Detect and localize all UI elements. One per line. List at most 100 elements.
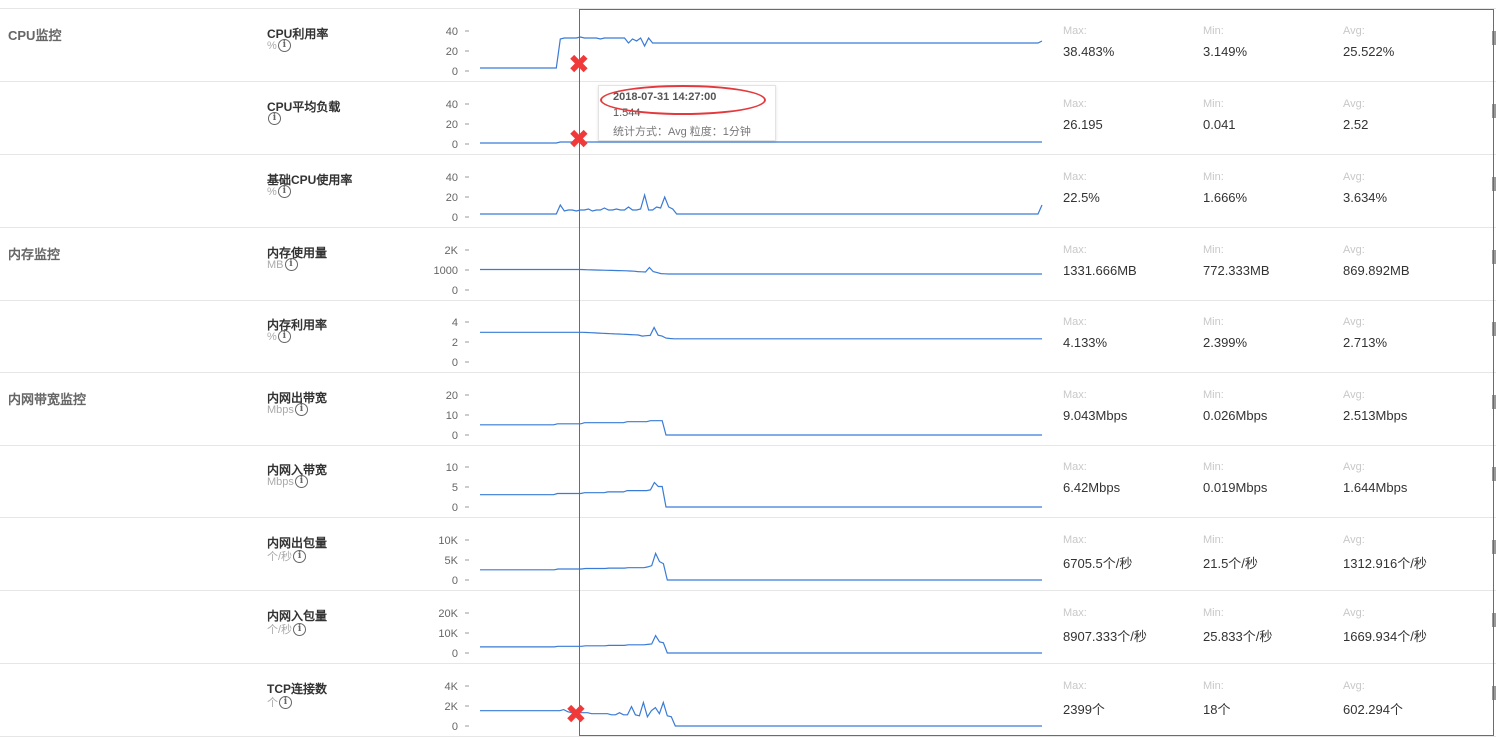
y-tick-label: 20 [446,119,458,131]
info-icon[interactable]: i [294,475,308,488]
row-handle-icon[interactable] [1492,540,1496,554]
y-tick-label: 0 [452,66,458,78]
unit-label: 个/秒 [267,551,293,563]
unit-label: % [267,185,277,198]
stat-avg-label: Avg: [1343,389,1365,401]
metric-unit: % i [267,39,291,52]
stat-max-label: Max: [1063,25,1087,37]
stat-min-label: Min: [1203,680,1224,692]
metric-chart[interactable]: 4K 2K 0 [420,664,1050,736]
row-handle-icon[interactable] [1492,104,1496,118]
stat-avg-label: Avg: [1343,534,1365,546]
row-handle-icon[interactable] [1492,31,1496,45]
info-icon[interactable]: i [277,185,291,198]
metric-name: CPU平均负载 [267,100,341,114]
stat-avg-value: 2.513Mbps [1343,408,1408,423]
stat-avg-value: 1669.934个/秒 [1343,629,1427,644]
info-icon[interactable]: i [268,112,281,125]
stat-avg-value: 3.634% [1343,190,1388,205]
stat-avg-label: Avg: [1343,244,1365,256]
unit-label: Mbps [267,475,294,488]
stat-min-label: Min: [1203,389,1224,401]
metric-chart[interactable]: 2K 1000 0 [420,228,1050,300]
y-tick-label: 2K [445,701,459,713]
stat-min-label: Min: [1203,98,1224,110]
y-tick-label: 20K [438,608,458,620]
y-tick-label: 0 [452,648,458,660]
group-title: 内网带宽监控 [8,392,87,407]
info-icon[interactable]: i [279,695,292,709]
stat-max-value: 4.133% [1063,335,1108,350]
stat-max-value: 2399个 [1063,702,1105,717]
series-line [480,36,1043,69]
chart-tooltip: 2018-07-31 14:27:00 1.544 统计方式：Avg 粒度：1分… [598,85,776,141]
metric-chart[interactable]: 20 10 0 [420,373,1050,445]
unit-label: % [267,39,277,52]
info-icon[interactable]: i [293,549,307,563]
stat-min-value: 21.5个/秒 [1203,556,1258,571]
tooltip-value: 1.544 [613,107,641,119]
stat-avg-label: Avg: [1343,98,1365,110]
unit-label: 个 [267,697,278,709]
unit-label: % [267,330,277,343]
info-icon[interactable]: i [293,622,307,636]
stat-avg-label: Avg: [1343,316,1365,328]
y-tick-label: 5 [452,482,458,494]
row-handle-icon[interactable] [1492,322,1496,336]
info-icon[interactable]: i [277,330,291,343]
y-tick-label: 10K [438,628,458,640]
stat-max-label: Max: [1063,171,1087,183]
info-icon[interactable]: i [284,258,298,271]
row-handle-icon[interactable] [1492,250,1496,264]
stat-min-value: 1.666% [1203,190,1248,205]
metric-chart[interactable]: 20K 10K 0 [420,591,1050,663]
stat-avg-value: 869.892MB [1343,263,1410,278]
metric-name: 内网入包量 [267,609,328,623]
metric-row: 内存利用率% i 4 2 0 Max: 4.133% Min: 2.399% Avg: 2.713% [0,300,1496,373]
metric-chart[interactable]: 40 20 0 [420,82,1050,154]
stat-max-label: Max: [1063,680,1087,692]
row-handle-icon[interactable] [1492,613,1496,627]
row-handle-icon[interactable] [1492,686,1496,700]
y-tick-label: 20 [446,46,458,58]
metric-unit: % i [267,185,291,198]
metric-unit: Mbps i [267,475,308,488]
stat-max-value: 8907.333个/秒 [1063,629,1147,644]
unit-label: Mbps [267,403,294,416]
stat-avg-value: 25.522% [1343,44,1395,59]
stat-min-value: 3.149% [1203,44,1248,59]
metric-chart[interactable]: 10 5 0 [420,445,1050,517]
unit-label: 个/秒 [267,624,293,636]
y-tick-label: 10 [446,462,458,474]
metric-chart[interactable]: 10K 5K 0 [420,518,1050,590]
row-handle-icon[interactable] [1492,467,1496,481]
metric-row: 内网入带宽 Mbps i 10 5 0 Max: 6.42Mbps Min: 0.019Mbps A… [0,445,1496,518]
metric-name: 内网入带宽 [267,463,328,477]
stat-min-value: 0.041 [1203,117,1236,132]
stat-min-value: 0.026Mbps [1203,408,1268,423]
metric-chart[interactable]: 40 20 0 [420,155,1050,227]
row-handle-icon[interactable] [1492,395,1496,409]
metric-unit: Mbps i [267,403,308,416]
tooltip-stat: 统计方式：Avg 粒度：1分钟 [613,126,751,138]
series-line [480,266,1042,275]
y-tick-label: 0 [452,212,458,224]
metric-row: 内网出包量 个/秒 i 10K 5K 0 Max: 6705.5个/秒 Min: 21.5个/秒 A… [0,518,1496,591]
info-icon[interactable]: i [294,403,308,416]
metric-name: 内存利用率 [267,318,328,332]
metric-row: TCP连接数个 i 4K 2K 0 Max: 2399个 Min: 18个 Avg: 602.294… [0,664,1496,737]
y-tick-label: 0 [452,285,458,297]
metric-row: CPU监控 CPU利用率% i 40 20 0 Max: 38.483% Min: 3.149% A… [0,9,1496,82]
info-icon[interactable]: i [277,39,291,52]
metric-unit: % i [267,330,291,343]
metric-row: 内存监控 内存使用量 MB i 2K 1000 0 Max: 1331.666MB Min: 772… [0,228,1496,301]
stat-avg-label: Avg: [1343,25,1365,37]
series-line [480,192,1043,215]
stat-avg-value: 2.713% [1343,335,1388,350]
metric-chart[interactable]: 4 2 0 [420,300,1050,372]
metric-chart[interactable]: 40 20 0 [420,9,1050,81]
stat-avg-value: 602.294个 [1343,702,1403,717]
row-handle-icon[interactable] [1492,177,1496,191]
y-tick-label: 40 [446,99,458,111]
